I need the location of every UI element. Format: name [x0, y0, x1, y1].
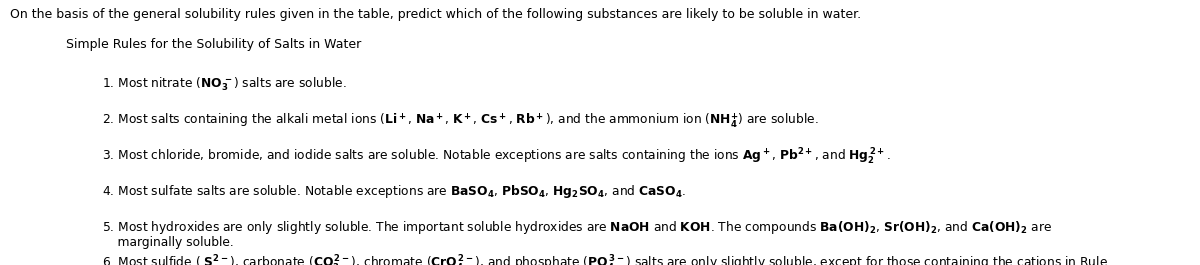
Text: 2. Most salts containing the alkali metal ions ($\mathbf{Li^+}$, $\mathbf{Na^+}$: 2. Most salts containing the alkali meta…	[102, 111, 818, 130]
Text: 1. Most nitrate ($\mathbf{NO_3^{\,-}}$) salts are soluble.: 1. Most nitrate ($\mathbf{NO_3^{\,-}}$) …	[102, 76, 347, 93]
Text: 5. Most hydroxides are only slightly soluble. The important soluble hydroxides a: 5. Most hydroxides are only slightly sol…	[102, 219, 1052, 236]
Text: Simple Rules for the Solubility of Salts in Water: Simple Rules for the Solubility of Salts…	[66, 38, 361, 51]
Text: 6. Most sulfide ( $\mathbf{S^{2-}}$), carbonate ($\mathbf{CO_3^{\,2-}}$), chroma: 6. Most sulfide ( $\mathbf{S^{2-}}$), ca…	[102, 254, 1108, 265]
Text: On the basis of the general solubility rules given in the table, predict which o: On the basis of the general solubility r…	[10, 8, 860, 21]
Text: marginally soluble.: marginally soluble.	[102, 236, 234, 249]
Text: 3. Most chloride, bromide, and iodide salts are soluble. Notable exceptions are : 3. Most chloride, bromide, and iodide sa…	[102, 147, 890, 167]
Text: 4. Most sulfate salts are soluble. Notable exceptions are $\mathbf{BaSO_4}$, $\m: 4. Most sulfate salts are soluble. Notab…	[102, 183, 686, 200]
